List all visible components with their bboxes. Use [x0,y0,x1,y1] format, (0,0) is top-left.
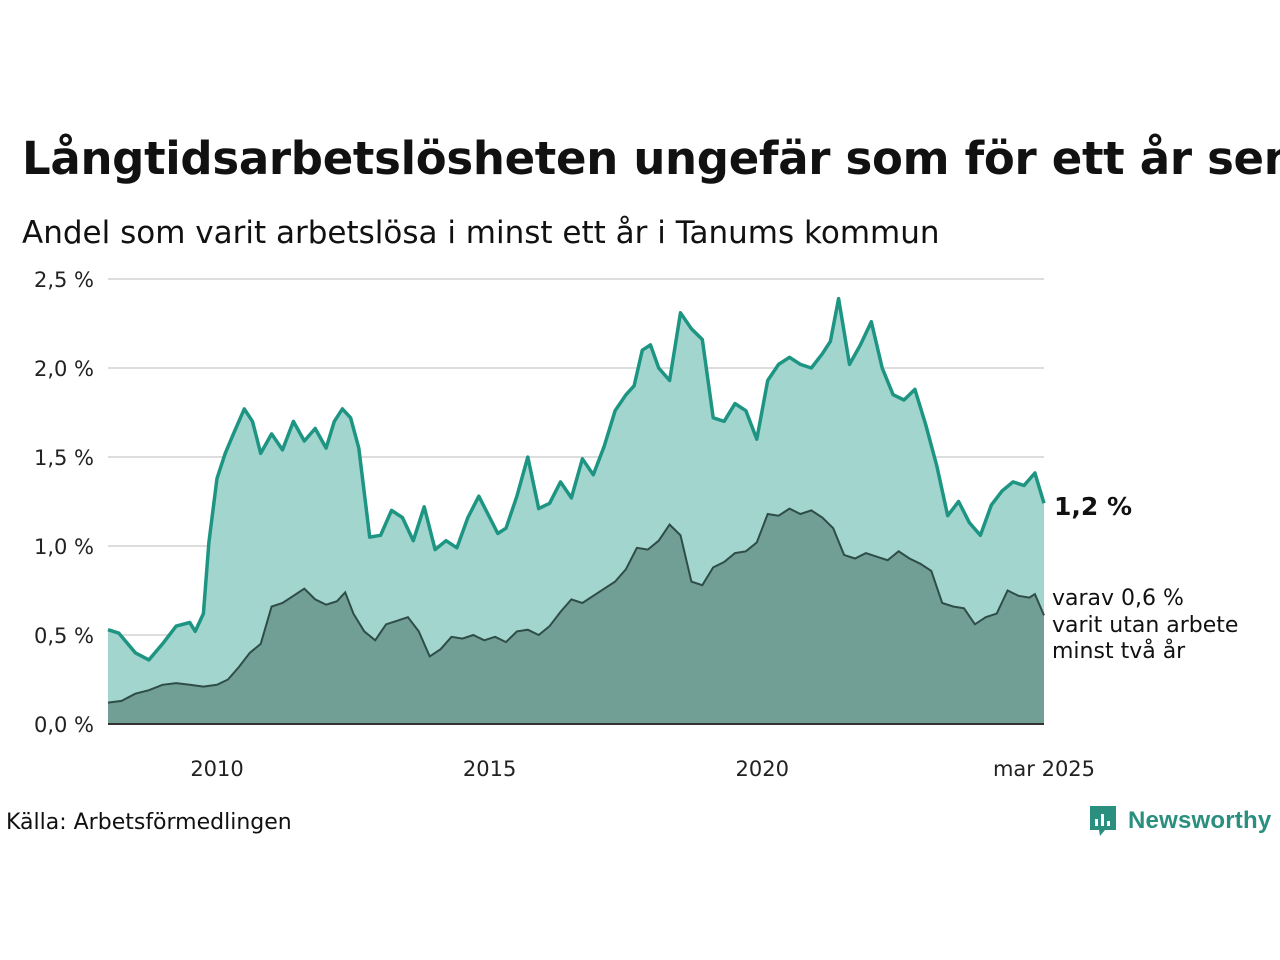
x-tick-label: 2010 [190,757,243,781]
line-minst-ett-ar [107,296,1046,662]
x-tick-label: 2015 [463,757,516,781]
areas [107,296,1046,724]
area-minst-tva-ar [108,508,1044,724]
chart-title: Långtidsarbetslösheten ungefär som för e… [22,132,1280,185]
end-label-minst-tva-ar-line2: varit utan arbete [1052,613,1238,638]
end-label-minst-tva-ar-line1: varav 0,6 % [1052,586,1184,611]
end-label-minst-ett-ar: 1,2 % [1054,492,1132,521]
y-tick-label: 2,5 % [34,268,94,292]
x-tick-label: mar 2025 [993,757,1095,781]
y-tick-label: 0,5 % [34,624,94,648]
y-axis-ticks: 0,0 % 0,5 % 1,0 % 1,5 % 2,0 % 2,5 % [34,268,94,737]
brand-logo: Newsworthy [1088,804,1271,838]
newsworthy-logo-icon [1090,806,1116,836]
end-label-minst-tva-ar-line3: minst två år [1052,638,1186,664]
y-tick-label: 1,0 % [34,535,94,559]
x-axis-ticks: 2010 2015 2020 mar 2025 [190,757,1095,781]
y-tick-label: 1,5 % [34,446,94,470]
brand-name: Newsworthy [1128,807,1272,834]
y-tick-label: 0,0 % [34,713,94,737]
chart-subtitle: Andel som varit arbetslösa i minst ett å… [22,215,940,251]
y-tick-label: 2,0 % [34,357,94,381]
source-note: Källa: Arbetsförmedlingen [6,810,292,835]
line-minst-tva-ar [107,507,1045,704]
x-tick-label: 2020 [736,757,789,781]
